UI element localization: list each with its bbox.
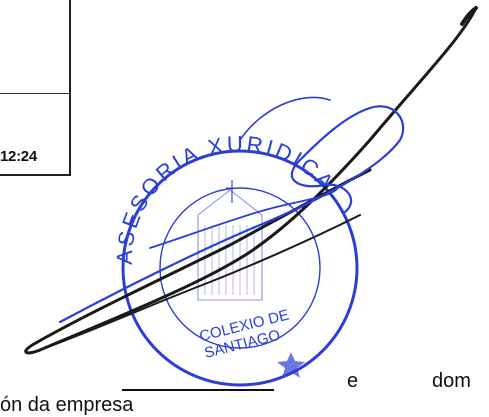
handwritten-signature [24, 6, 478, 355]
stamp-and-signature-layer: ASESORIA XURIDICA COLEXIO DE SANTIAGO [24, 6, 478, 387]
stamp-ring-text: ASESORIA XURIDICA [112, 131, 341, 265]
table-bottom-border [0, 174, 71, 176]
table-row-divider [0, 93, 71, 94]
signature-line [122, 389, 274, 391]
document-word-dom: dom [432, 370, 471, 392]
timestamp-text: 12:24 [0, 148, 37, 165]
stamp-emblem [197, 180, 263, 301]
stamp-inner-text-2: SANTIAGO [203, 327, 282, 362]
stamp-inner-text-1: COLEXIO DE [198, 306, 291, 345]
stamp-outer-ring [121, 149, 359, 387]
official-stamp: ASESORIA XURIDICA COLEXIO DE SANTIAGO [112, 131, 359, 387]
document-word-e: e [347, 370, 359, 392]
document-bottom-text: ón da empresa [0, 394, 134, 416]
stamp-star-icon [277, 352, 305, 378]
stamp-inner-ring [159, 187, 321, 349]
